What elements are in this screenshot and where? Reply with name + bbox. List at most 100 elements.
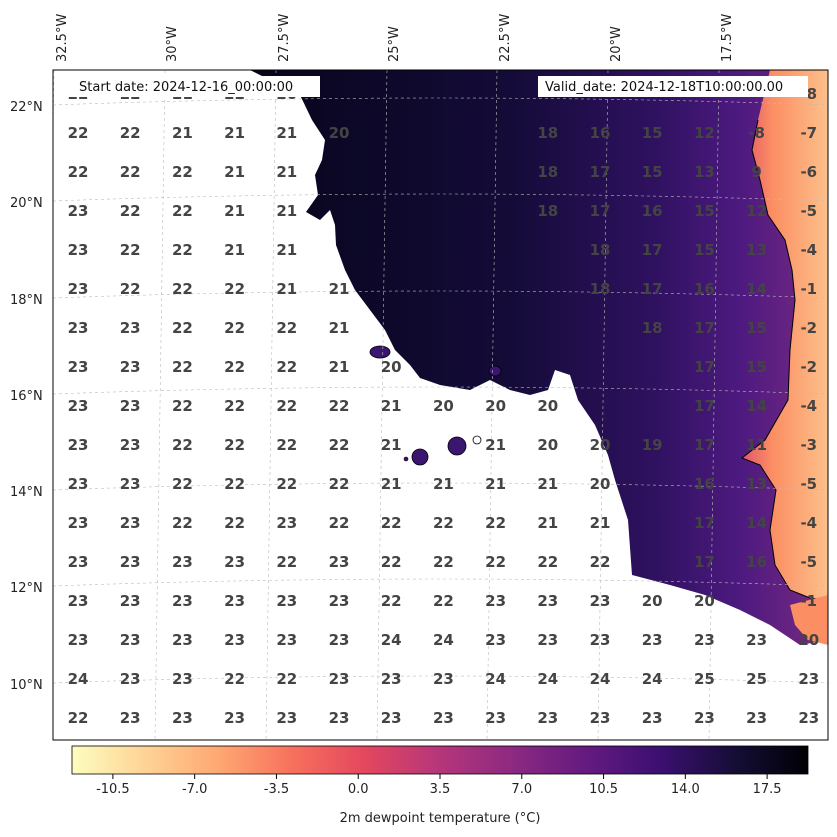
grid-value: 23 <box>276 514 297 532</box>
grid-value: -1 <box>800 280 817 298</box>
value-grid: 2222212220-822222121212018161512-8-72222… <box>68 85 820 727</box>
grid-value: 21 <box>485 436 506 454</box>
parallel-line <box>53 97 828 106</box>
grid-value: 23 <box>120 709 141 727</box>
grid-value: 22 <box>276 358 297 376</box>
grid-value: 23 <box>224 592 245 610</box>
grid-value: 21 <box>485 475 506 493</box>
grid-value: 22 <box>485 553 506 571</box>
parallel-line <box>53 578 828 587</box>
grid-value: 22 <box>590 553 611 571</box>
grid-value: 18 <box>537 202 558 220</box>
grid-value: 21 <box>590 514 611 532</box>
grid-value: 23 <box>68 319 89 337</box>
coastline <box>741 119 828 601</box>
longitude-label: 32.5°W <box>55 14 70 62</box>
grid-value: 23 <box>224 631 245 649</box>
grid-value: 22 <box>224 475 245 493</box>
grid-value: 22 <box>224 319 245 337</box>
grid-value: 21 <box>276 163 297 181</box>
grid-value: -5 <box>800 202 817 220</box>
grid-value: -3 <box>800 436 817 454</box>
grid-value: 21 <box>276 241 297 259</box>
grid-value: 23 <box>120 358 141 376</box>
grid-value: 23 <box>537 631 558 649</box>
grid-value: 23 <box>537 709 558 727</box>
grid-value: 23 <box>433 670 454 688</box>
longitude-label: 30°W <box>165 26 180 62</box>
grid-value: 23 <box>172 709 193 727</box>
grid-value: 23 <box>590 709 611 727</box>
southern-coastal-land <box>790 595 828 645</box>
colorbar-ticks: -10.5 -7.0 -3.5 0.0 3.5 7.0 10.5 14.0 17.5 <box>96 774 782 797</box>
grid-value: 22 <box>224 436 245 454</box>
grid-value: 22 <box>485 514 506 532</box>
grid-value: 22 <box>381 514 402 532</box>
parallel-line <box>53 386 828 395</box>
grid-value: 22 <box>120 241 141 259</box>
grid-value: 22 <box>276 670 297 688</box>
grid-value: -5 <box>800 553 817 571</box>
grid-value: 22 <box>172 436 193 454</box>
grid-value: 17 <box>694 319 715 337</box>
grid-value: 22 <box>172 514 193 532</box>
grid-value: 22 <box>537 553 558 571</box>
grid-value: 23 <box>381 709 402 727</box>
grid-value: 23 <box>694 709 715 727</box>
grid-value: 21 <box>224 202 245 220</box>
colorbar-tick-label: 14.0 <box>671 782 700 797</box>
island <box>488 365 502 377</box>
grid-value: 23 <box>537 592 558 610</box>
grid-value: -6 <box>800 163 817 181</box>
grid-value: 22 <box>276 553 297 571</box>
grid-value: 23 <box>276 709 297 727</box>
grid-value: 22 <box>172 163 193 181</box>
island <box>403 456 409 462</box>
grid-value: 17 <box>694 514 715 532</box>
land-layer: 2222212220-822222121212018161512-8-72222… <box>53 70 828 740</box>
grid-value: 25 <box>746 670 767 688</box>
meridian-line <box>154 70 166 740</box>
latitude-label: 12°N <box>10 581 43 596</box>
grid-value: 23 <box>746 631 767 649</box>
latitude-label: 10°N <box>10 678 43 693</box>
longitude-label: 17.5°W <box>720 14 735 62</box>
grid-value: 23 <box>381 670 402 688</box>
grid-value: -1 <box>800 592 817 610</box>
grid-value: 23 <box>433 709 454 727</box>
grid-value: 20 <box>537 397 558 415</box>
grid-value: 20 <box>329 124 350 142</box>
grid-value: 21 <box>329 280 350 298</box>
grid-value: 18 <box>590 280 611 298</box>
parallel-line <box>53 482 828 491</box>
grid-value: -4 <box>800 514 817 532</box>
grid-value: 22 <box>224 358 245 376</box>
grid-value: 17 <box>694 553 715 571</box>
grid-value: 23 <box>120 397 141 415</box>
grid-value: 23 <box>746 709 767 727</box>
grid-value: 23 <box>120 553 141 571</box>
grid-value: 21 <box>537 475 558 493</box>
meridian-line <box>708 70 720 740</box>
grid-value: 11 <box>746 436 767 454</box>
island <box>447 436 467 456</box>
grid-value: 21 <box>537 514 558 532</box>
grid-value: 23 <box>224 709 245 727</box>
grid-value: 16 <box>746 553 767 571</box>
grid-value: 23 <box>642 631 663 649</box>
grid-value: 13 <box>694 163 715 181</box>
grid-value: 23 <box>329 670 350 688</box>
grid-value: 23 <box>68 436 89 454</box>
grid-value: 15 <box>694 241 715 259</box>
island <box>411 448 429 466</box>
grid-value: 22 <box>329 475 350 493</box>
grid-value: 23 <box>485 592 506 610</box>
grid-value: 22 <box>172 202 193 220</box>
grid-value: 20 <box>590 436 611 454</box>
grid-value: 22 <box>172 475 193 493</box>
grid-value: 24 <box>590 670 611 688</box>
grid-value: 22 <box>172 241 193 259</box>
grid-value: 17 <box>642 280 663 298</box>
grid-value: 22 <box>329 436 350 454</box>
grid-value: 22 <box>68 709 89 727</box>
